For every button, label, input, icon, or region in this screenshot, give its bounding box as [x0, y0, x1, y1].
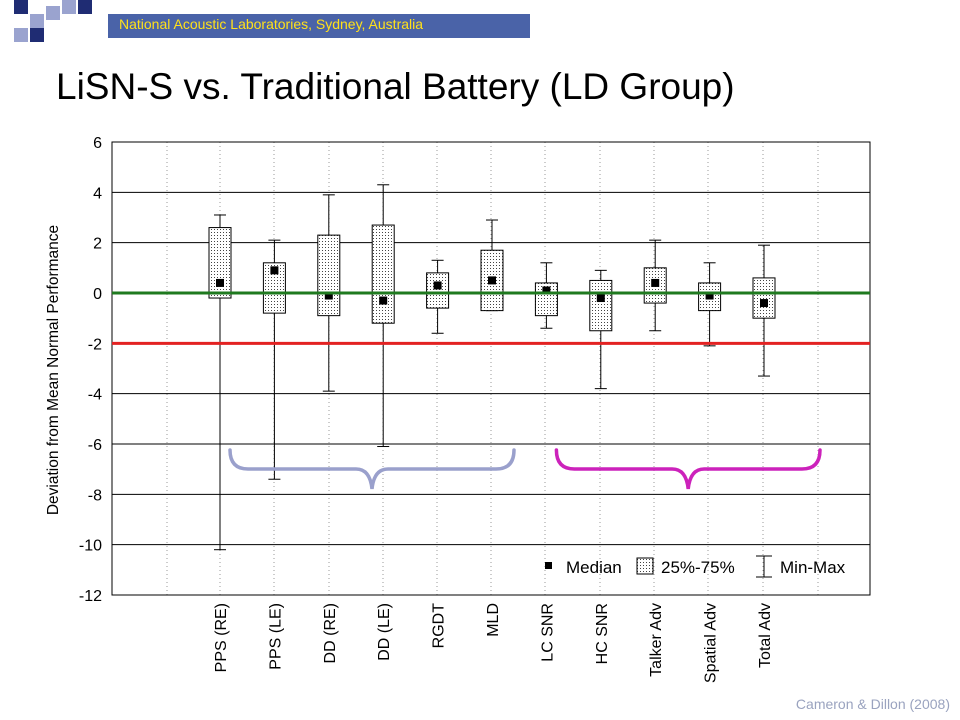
x-tick-label: HC SNR — [594, 603, 611, 664]
y-tick-label: 6 — [93, 135, 102, 152]
x-tick-label: DD (LE) — [376, 603, 393, 661]
y-tick-label: 4 — [93, 185, 102, 202]
y-tick-label: -6 — [88, 437, 102, 454]
organization-text: National Acoustic Laboratories, Sydney, … — [119, 16, 424, 32]
median-marker — [488, 276, 496, 285]
median-marker — [596, 294, 605, 303]
deco-square-3 — [14, 28, 28, 42]
y-tick-label: -2 — [88, 336, 102, 353]
box-iqr — [317, 234, 341, 317]
group-brace — [554, 448, 822, 490]
median-marker — [216, 278, 224, 287]
legend-box-symbol — [636, 557, 654, 575]
legend-label-median: Median — [566, 558, 622, 577]
x-tick-label: Talker Adv — [648, 603, 665, 677]
x-tick-label: DD (RE) — [322, 603, 339, 663]
box-iqr — [371, 224, 395, 324]
deco-square-7 — [78, 0, 92, 14]
median-marker — [433, 281, 442, 290]
x-tick-label: PPS (LE) — [267, 603, 284, 670]
box-iqr — [262, 262, 286, 314]
median-marker — [379, 296, 388, 305]
x-tick-label: LC SNR — [539, 603, 556, 662]
deco-square-2 — [30, 14, 44, 28]
slide-title: LiSN-S vs. Traditional Battery (LD Group… — [56, 66, 735, 107]
median-marker — [324, 291, 333, 300]
box-iqr — [534, 282, 558, 317]
deco-square-1 — [14, 0, 28, 14]
y-axis-label: Deviation from Mean Normal Performance — [45, 225, 62, 515]
y-tick-label: -10 — [79, 538, 102, 555]
x-tick-label: Spatial Adv — [703, 603, 720, 683]
x-tick-label: RGDT — [431, 603, 448, 649]
median-marker — [705, 291, 714, 300]
x-tick-label: Total Adv — [757, 603, 774, 668]
deco-square-5 — [46, 6, 60, 20]
group-brace — [228, 448, 516, 490]
median-marker — [760, 299, 768, 308]
plot-frame — [111, 141, 871, 596]
box-iqr — [589, 279, 613, 332]
deco-square-4 — [30, 28, 44, 42]
x-tick-label: MLD — [485, 603, 502, 637]
y-tick-label: 0 — [93, 286, 102, 303]
y-tick-label: -8 — [88, 487, 102, 504]
y-tick-label: 2 — [93, 236, 102, 253]
deco-square-6 — [62, 0, 76, 14]
legend-label-minmax: Min-Max — [780, 558, 846, 577]
median-marker — [651, 278, 660, 287]
box-iqr — [426, 272, 450, 309]
x-tick-label: PPS (RE) — [213, 603, 230, 672]
median-marker — [270, 266, 279, 275]
box-iqr — [752, 277, 776, 319]
y-tick-label: -4 — [88, 387, 102, 404]
median-marker — [542, 286, 551, 295]
y-tick-label: -12 — [79, 588, 102, 605]
legend-label-box: 25%-75% — [661, 558, 735, 577]
legend-median-symbol — [545, 562, 552, 569]
header-bar — [108, 14, 530, 38]
box-iqr — [208, 227, 232, 299]
citation-credit: Cameron & Dillon (2008) — [795, 696, 950, 712]
